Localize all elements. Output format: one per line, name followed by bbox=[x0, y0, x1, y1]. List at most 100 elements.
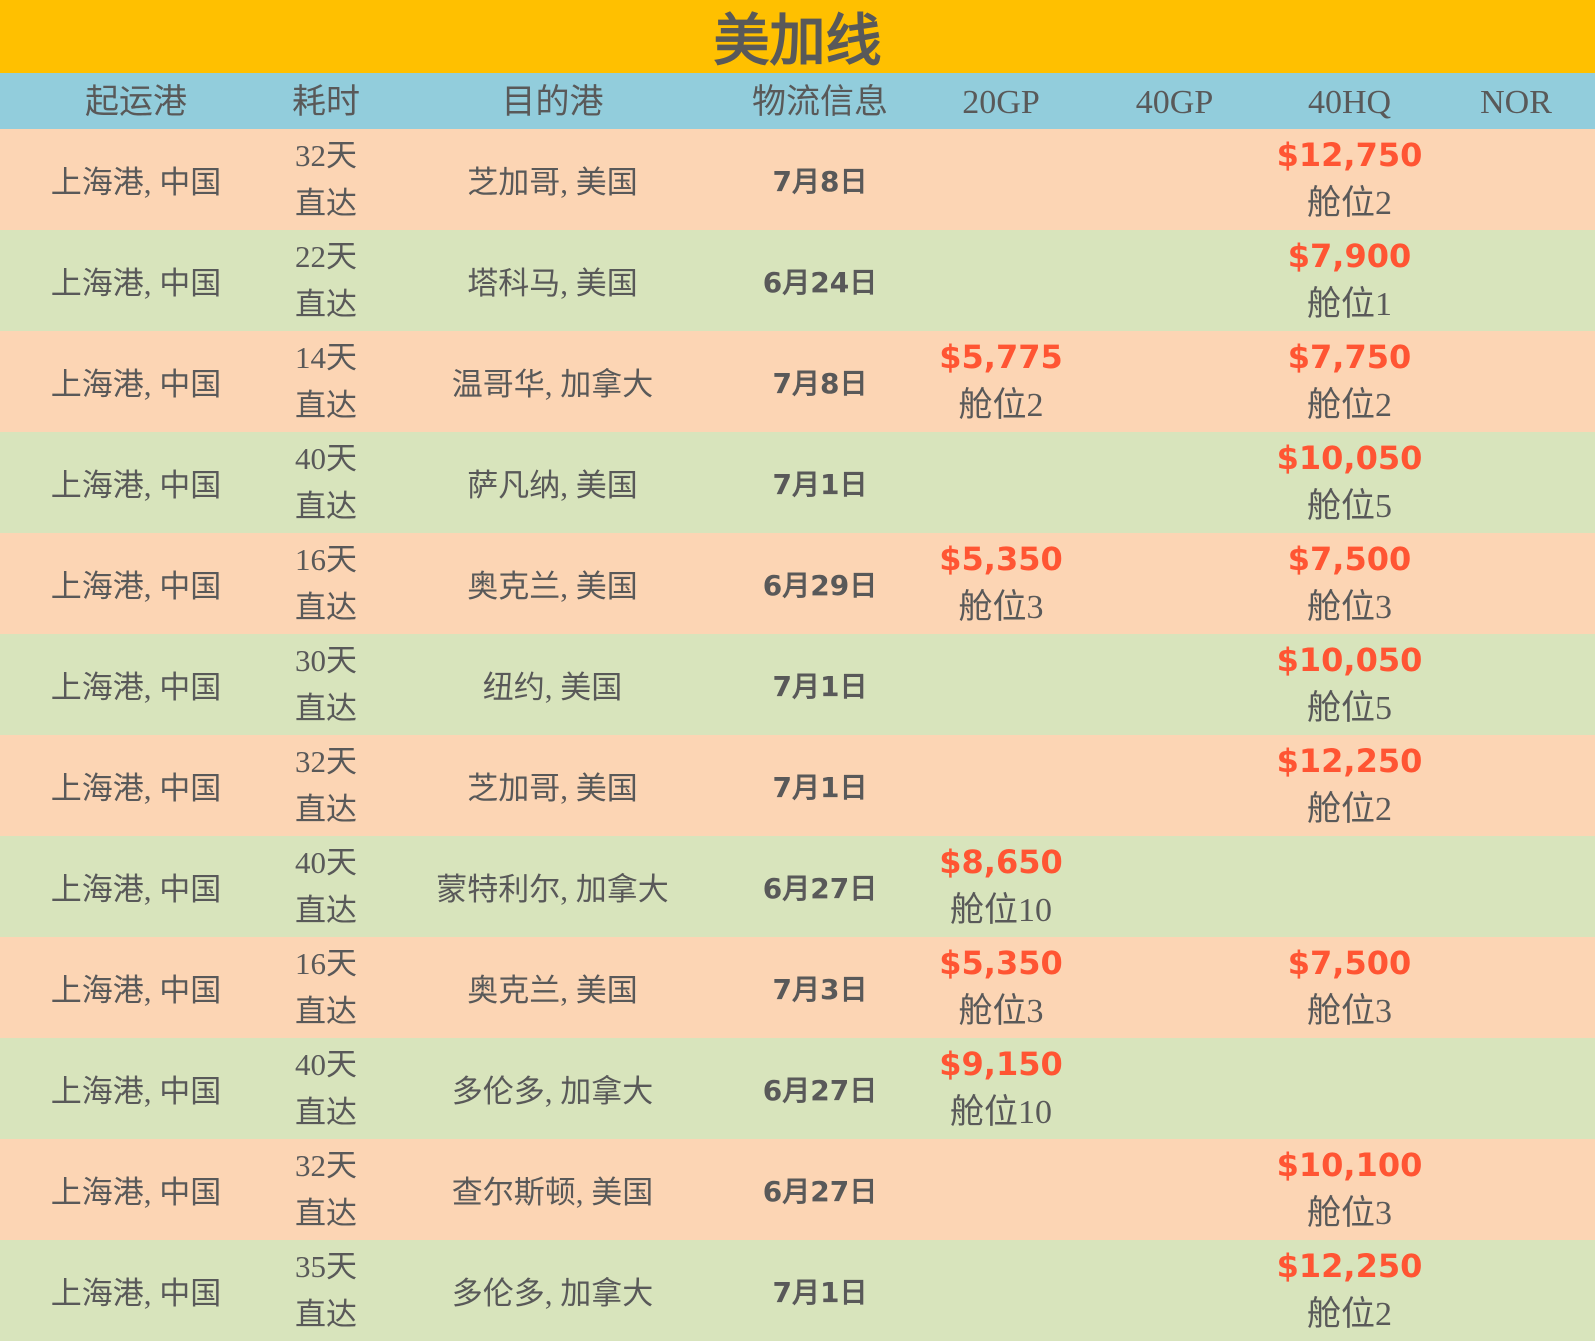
hq40-slot: 舱位3 bbox=[1307, 1194, 1392, 1232]
gp40-cell bbox=[1087, 230, 1262, 331]
hq40-cell: $12,250 舱位2 bbox=[1262, 1240, 1437, 1341]
table-row: 上海港, 中国 16天 直达 奥克兰, 美国 7月3日 $5,350 舱位3 $… bbox=[0, 937, 1595, 1038]
nor-cell bbox=[1437, 634, 1595, 735]
nor-cell bbox=[1437, 937, 1595, 1038]
date-cell: 7月1日 bbox=[772, 467, 868, 501]
hq40-price: $7,750 bbox=[1287, 337, 1412, 376]
table-row: 上海港, 中国 32天 直达 芝加哥, 美国 7月8日 $12,750 舱位2 bbox=[0, 129, 1595, 230]
origin-cell: 上海港, 中国 bbox=[50, 1276, 222, 1311]
duration-cell: 30天 直达 bbox=[272, 634, 380, 735]
destination-cell: 纽约, 美国 bbox=[482, 670, 623, 705]
header-40hq: 40HQ bbox=[1307, 84, 1392, 121]
hq40-price: $12,250 bbox=[1276, 741, 1423, 780]
gp20-cell: $5,350 舱位3 bbox=[915, 937, 1087, 1038]
hq40-cell: $10,050 舱位5 bbox=[1262, 634, 1437, 735]
origin-cell: 上海港, 中国 bbox=[50, 367, 222, 402]
origin-cell: 上海港, 中国 bbox=[50, 872, 222, 907]
nor-cell bbox=[1437, 735, 1595, 836]
hq40-slot: 舱位5 bbox=[1307, 689, 1392, 727]
nor-cell bbox=[1437, 1240, 1595, 1341]
gp20-price: $5,350 bbox=[939, 943, 1063, 982]
date-cell: 6月27日 bbox=[762, 1174, 878, 1208]
gp20-slot: 舱位3 bbox=[958, 588, 1044, 626]
hq40-cell: $7,500 舱位3 bbox=[1262, 533, 1437, 634]
nor-cell bbox=[1437, 836, 1595, 937]
hq40-slot: 舱位2 bbox=[1307, 386, 1392, 424]
gp20-cell: $9,150 舱位10 bbox=[915, 1038, 1087, 1139]
hq40-slot: 舱位2 bbox=[1307, 790, 1392, 828]
gp20-price: $8,650 bbox=[939, 842, 1063, 881]
gp20-slot: 舱位10 bbox=[950, 891, 1052, 929]
hq40-cell: $7,500 舱位3 bbox=[1262, 937, 1437, 1038]
hq40-price: $12,250 bbox=[1276, 1246, 1423, 1285]
hq40-cell: $7,900 舱位1 bbox=[1262, 230, 1437, 331]
header-nor: NOR bbox=[1480, 84, 1552, 121]
gp40-cell bbox=[1087, 331, 1262, 432]
table-row: 上海港, 中国 32天 直达 芝加哥, 美国 7月1日 $12,250 舱位2 bbox=[0, 735, 1595, 836]
date-cell: 7月8日 bbox=[772, 366, 868, 400]
origin-cell: 上海港, 中国 bbox=[50, 569, 222, 604]
duration-days: 40天 bbox=[295, 1046, 357, 1082]
duration-days: 30天 bbox=[295, 642, 357, 678]
destination-cell: 蒙特利尔, 加拿大 bbox=[436, 872, 669, 907]
route-type: 直达 bbox=[295, 589, 357, 625]
gp20-cell: $8,650 舱位10 bbox=[915, 836, 1087, 937]
gp20-cell bbox=[915, 129, 1087, 230]
hq40-price: $10,050 bbox=[1276, 640, 1423, 679]
date-cell: 7月1日 bbox=[772, 1275, 868, 1309]
hq40-slot: 舱位3 bbox=[1307, 992, 1392, 1030]
gp40-cell bbox=[1087, 735, 1262, 836]
nor-cell bbox=[1437, 1139, 1595, 1240]
route-type: 直达 bbox=[295, 690, 357, 726]
duration-days: 22天 bbox=[295, 238, 357, 274]
gp40-cell bbox=[1087, 1038, 1262, 1139]
destination-cell: 多伦多, 加拿大 bbox=[451, 1276, 654, 1311]
table-row: 上海港, 中国 16天 直达 奥克兰, 美国 6月29日 $5,350 舱位3 … bbox=[0, 533, 1595, 634]
route-type: 直达 bbox=[295, 185, 357, 221]
header-duration: 耗时 bbox=[292, 84, 360, 121]
duration-days: 40天 bbox=[295, 844, 357, 880]
table-row: 上海港, 中国 14天 直达 温哥华, 加拿大 7月8日 $5,775 舱位2 … bbox=[0, 331, 1595, 432]
gp20-cell: $5,775 舱位2 bbox=[915, 331, 1087, 432]
date-cell: 6月27日 bbox=[762, 1073, 878, 1107]
table-row: 上海港, 中国 22天 直达 塔科马, 美国 6月24日 $7,900 舱位1 bbox=[0, 230, 1595, 331]
duration-cell: 14天 直达 bbox=[272, 331, 380, 432]
destination-cell: 萨凡纳, 美国 bbox=[467, 468, 638, 503]
route-type: 直达 bbox=[295, 1094, 357, 1130]
gp20-cell: $5,350 舱位3 bbox=[915, 533, 1087, 634]
gp20-price: $9,150 bbox=[939, 1044, 1063, 1083]
duration-days: 35天 bbox=[295, 1248, 357, 1284]
hq40-slot: 舱位1 bbox=[1307, 285, 1392, 323]
destination-cell: 温哥华, 加拿大 bbox=[451, 367, 654, 402]
hq40-price: $12,750 bbox=[1276, 135, 1423, 174]
destination-cell: 奥克兰, 美国 bbox=[467, 569, 638, 604]
date-cell: 7月3日 bbox=[772, 972, 868, 1006]
origin-cell: 上海港, 中国 bbox=[50, 771, 222, 806]
duration-days: 16天 bbox=[295, 945, 357, 981]
hq40-cell: $7,750 舱位2 bbox=[1262, 331, 1437, 432]
hq40-cell: $12,750 舱位2 bbox=[1262, 129, 1437, 230]
route-type: 直达 bbox=[295, 993, 357, 1029]
origin-cell: 上海港, 中国 bbox=[50, 165, 222, 200]
hq40-slot: 舱位2 bbox=[1307, 184, 1392, 222]
header-logistics: 物流信息 bbox=[752, 84, 888, 121]
table-row: 上海港, 中国 40天 直达 多伦多, 加拿大 6月27日 $9,150 舱位1… bbox=[0, 1038, 1595, 1139]
gp20-cell bbox=[915, 1139, 1087, 1240]
duration-cell: 40天 直达 bbox=[272, 836, 380, 937]
header-destination: 目的港 bbox=[501, 84, 604, 121]
nor-cell bbox=[1437, 331, 1595, 432]
nor-cell bbox=[1437, 1038, 1595, 1139]
route-type: 直达 bbox=[295, 1195, 357, 1231]
destination-cell: 奥克兰, 美国 bbox=[467, 973, 638, 1008]
nor-cell bbox=[1437, 230, 1595, 331]
gp20-cell bbox=[915, 432, 1087, 533]
date-cell: 6月27日 bbox=[762, 871, 878, 905]
duration-cell: 16天 直达 bbox=[272, 937, 380, 1038]
gp20-price: $5,775 bbox=[939, 337, 1063, 376]
table-header: 起运港 耗时 目的港 物流信息 20GP 40GP 40HQ NOR bbox=[0, 73, 1595, 129]
hq40-slot: 舱位2 bbox=[1307, 1295, 1392, 1333]
route-type: 直达 bbox=[295, 892, 357, 928]
duration-days: 16天 bbox=[295, 541, 357, 577]
table-row: 上海港, 中国 35天 直达 多伦多, 加拿大 7月1日 $12,250 舱位2 bbox=[0, 1240, 1595, 1341]
duration-cell: 32天 直达 bbox=[272, 129, 380, 230]
